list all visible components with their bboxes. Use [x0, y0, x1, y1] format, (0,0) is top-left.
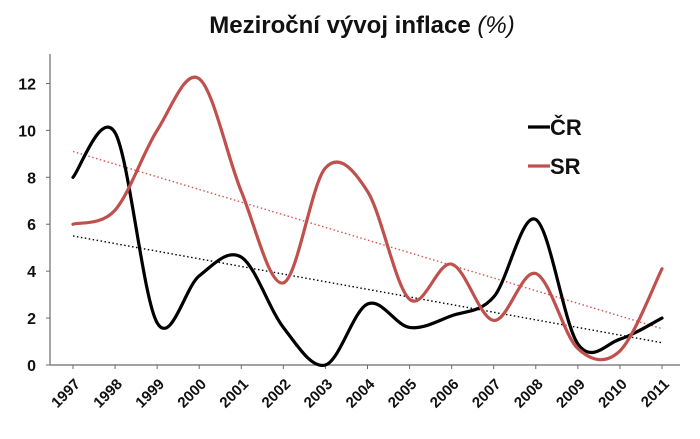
x-tick-label: 2002: [259, 376, 295, 412]
x-tick-label: 1998: [90, 376, 126, 412]
series-lines: [71, 75, 664, 367]
x-tick-label: 2004: [343, 375, 379, 411]
x-tick-label: 2000: [174, 376, 210, 412]
y-tick-label: 0: [27, 358, 36, 375]
y-tick-label: 12: [18, 76, 36, 93]
x-tick-label: 2010: [595, 376, 631, 412]
y-tick-label: 6: [27, 217, 36, 234]
x-tick-label: 1999: [132, 376, 168, 412]
series-line-1: [71, 125, 664, 367]
x-tick-label: 1997: [48, 376, 84, 412]
x-tick-label: 2005: [385, 376, 421, 412]
chart-title: Meziroční vývoj inflace (%): [209, 12, 514, 39]
x-tick-label: 2007: [469, 376, 505, 412]
y-tick-label: 10: [18, 123, 36, 140]
chart-title-unit: (%): [477, 12, 514, 39]
chart-title-text: Meziroční vývoj inflace: [209, 12, 470, 39]
legend-label-1: ČR: [550, 115, 582, 140]
series-line-2: [71, 75, 664, 362]
x-tick-label: 2011: [638, 376, 673, 411]
x-tick-label: 2003: [301, 376, 337, 412]
x-axis-ticks: 1997 1998 1999 2000 2001 2002 2003 2004 2005 2006…: [48, 365, 673, 411]
legend-label-2: SR: [550, 154, 581, 179]
x-tick-label: 2009: [553, 376, 589, 412]
y-tick-label: 8: [27, 170, 36, 187]
y-axis-ticks: 0 2 4 6 8 10 12: [18, 76, 50, 375]
y-tick-label: 2: [27, 311, 36, 328]
x-tick-label: 2006: [427, 376, 463, 412]
legend: ČR SR: [528, 115, 582, 179]
trendlines: [72, 150, 663, 344]
x-tick-label: 2001: [216, 376, 252, 412]
y-tick-label: 4: [27, 264, 36, 281]
x-tick-label: 2008: [511, 376, 547, 412]
